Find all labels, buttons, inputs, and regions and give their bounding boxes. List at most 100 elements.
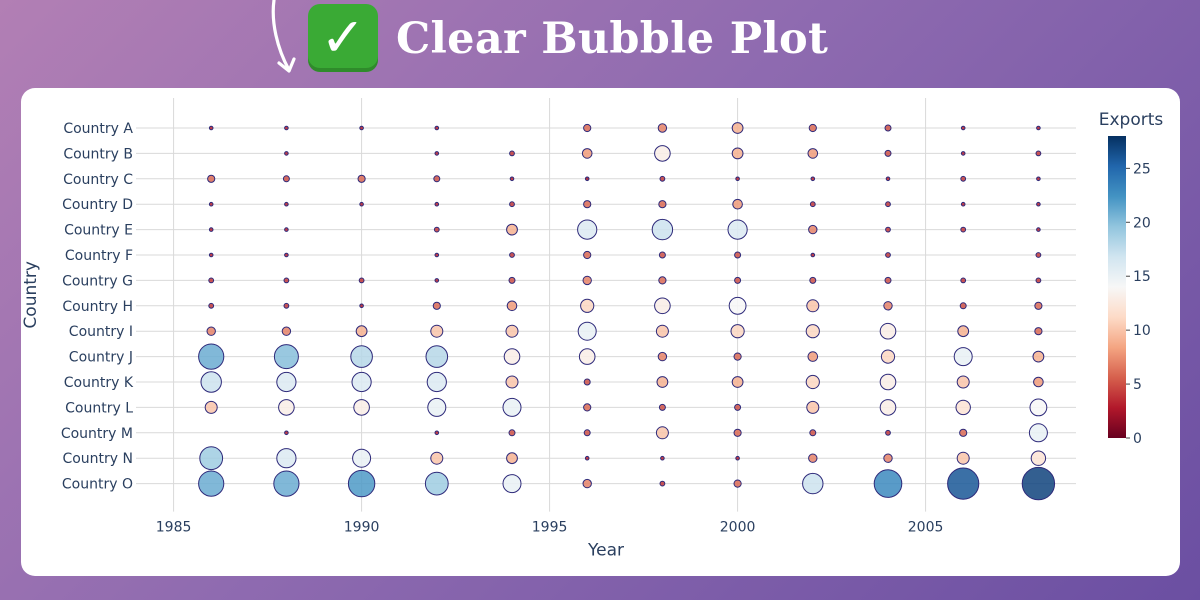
bubble[interactable]: [955, 399, 971, 416]
bubble[interactable]: [1028, 423, 1048, 443]
bubble[interactable]: [509, 176, 515, 182]
bubble[interactable]: [1030, 450, 1047, 466]
bubble[interactable]: [728, 296, 747, 315]
bubble[interactable]: [434, 201, 440, 207]
bubble[interactable]: [198, 343, 225, 370]
bubble[interactable]: [960, 151, 966, 156]
bubble[interactable]: [957, 325, 970, 338]
bubble[interactable]: [808, 453, 818, 463]
bubble[interactable]: [805, 324, 820, 339]
bubble[interactable]: [807, 351, 819, 362]
bubble[interactable]: [959, 302, 967, 310]
bubble[interactable]: [1033, 376, 1044, 388]
bubble[interactable]: [1034, 301, 1043, 310]
bubble[interactable]: [658, 403, 666, 411]
bubble[interactable]: [208, 252, 214, 258]
bubble[interactable]: [885, 176, 891, 182]
bubble[interactable]: [434, 430, 440, 436]
bubble[interactable]: [1035, 150, 1042, 157]
bubble[interactable]: [583, 250, 592, 260]
bubble[interactable]: [806, 299, 820, 313]
bubble[interactable]: [947, 467, 980, 500]
bubble[interactable]: [1029, 398, 1048, 417]
bubble[interactable]: [200, 371, 222, 393]
bubble[interactable]: [733, 352, 742, 361]
bubble[interactable]: [509, 252, 515, 258]
bubble[interactable]: [956, 451, 970, 465]
bubble[interactable]: [355, 325, 368, 338]
bubble[interactable]: [654, 145, 671, 162]
bubble[interactable]: [883, 301, 893, 311]
bubble[interactable]: [284, 201, 289, 207]
bubble[interactable]: [734, 403, 742, 411]
bubble[interactable]: [735, 176, 740, 182]
bubble[interactable]: [198, 470, 225, 497]
bubble[interactable]: [502, 474, 522, 494]
bubble[interactable]: [350, 345, 373, 368]
bubble[interactable]: [353, 399, 370, 416]
bubble[interactable]: [953, 347, 973, 367]
bubble[interactable]: [283, 277, 290, 284]
bubble[interactable]: [208, 125, 214, 131]
bubble[interactable]: [1036, 201, 1041, 207]
bubble[interactable]: [731, 376, 744, 388]
bubble[interactable]: [208, 302, 215, 309]
bubble[interactable]: [658, 200, 667, 209]
bubble[interactable]: [810, 252, 816, 258]
bubble[interactable]: [956, 375, 970, 389]
bubble[interactable]: [424, 471, 449, 496]
bubble[interactable]: [357, 174, 366, 183]
bubble[interactable]: [884, 149, 892, 157]
bubble[interactable]: [659, 175, 666, 182]
bubble[interactable]: [734, 251, 742, 259]
bubble[interactable]: [731, 147, 744, 160]
bubble[interactable]: [577, 321, 597, 341]
bubble[interactable]: [654, 297, 671, 315]
bubble[interactable]: [1036, 176, 1041, 182]
bubble[interactable]: [208, 201, 214, 207]
bubble[interactable]: [657, 351, 668, 362]
bubble[interactable]: [284, 125, 289, 131]
bubble[interactable]: [885, 226, 891, 233]
bubble[interactable]: [651, 218, 674, 241]
bubble[interactable]: [659, 480, 666, 487]
bubble[interactable]: [581, 148, 593, 159]
bubble[interactable]: [735, 455, 740, 461]
bubble[interactable]: [359, 303, 364, 309]
bubble[interactable]: [660, 455, 665, 461]
bubble[interactable]: [582, 478, 592, 489]
bubble[interactable]: [1036, 125, 1041, 131]
bubble[interactable]: [204, 400, 218, 414]
bubble[interactable]: [885, 252, 891, 258]
bubble[interactable]: [273, 344, 299, 370]
bubble[interactable]: [284, 151, 289, 156]
bubble[interactable]: [809, 276, 817, 284]
bubble[interactable]: [808, 123, 817, 133]
bubble[interactable]: [434, 125, 440, 131]
bubble[interactable]: [283, 302, 290, 309]
bubble[interactable]: [810, 176, 816, 182]
bubble[interactable]: [727, 219, 748, 240]
bubble[interactable]: [960, 277, 967, 284]
bubble[interactable]: [284, 252, 289, 258]
bubble[interactable]: [734, 276, 742, 284]
bubble[interactable]: [879, 373, 897, 391]
bubble[interactable]: [352, 448, 372, 468]
bubble[interactable]: [432, 301, 441, 310]
bubble[interactable]: [273, 470, 300, 497]
bubble[interactable]: [434, 151, 440, 156]
bubble[interactable]: [807, 148, 819, 159]
bubble[interactable]: [284, 227, 289, 232]
bubble[interactable]: [282, 175, 290, 183]
bubble[interactable]: [278, 399, 295, 416]
bubble[interactable]: [430, 324, 444, 338]
bubble[interactable]: [655, 324, 669, 338]
bubble[interactable]: [884, 124, 892, 132]
bubble[interactable]: [959, 428, 968, 437]
bubble[interactable]: [506, 300, 518, 312]
bubble[interactable]: [1036, 227, 1041, 232]
bubble[interactable]: [732, 198, 743, 210]
bubble[interactable]: [580, 298, 595, 313]
bubble[interactable]: [805, 374, 820, 390]
bubble[interactable]: [208, 227, 214, 232]
